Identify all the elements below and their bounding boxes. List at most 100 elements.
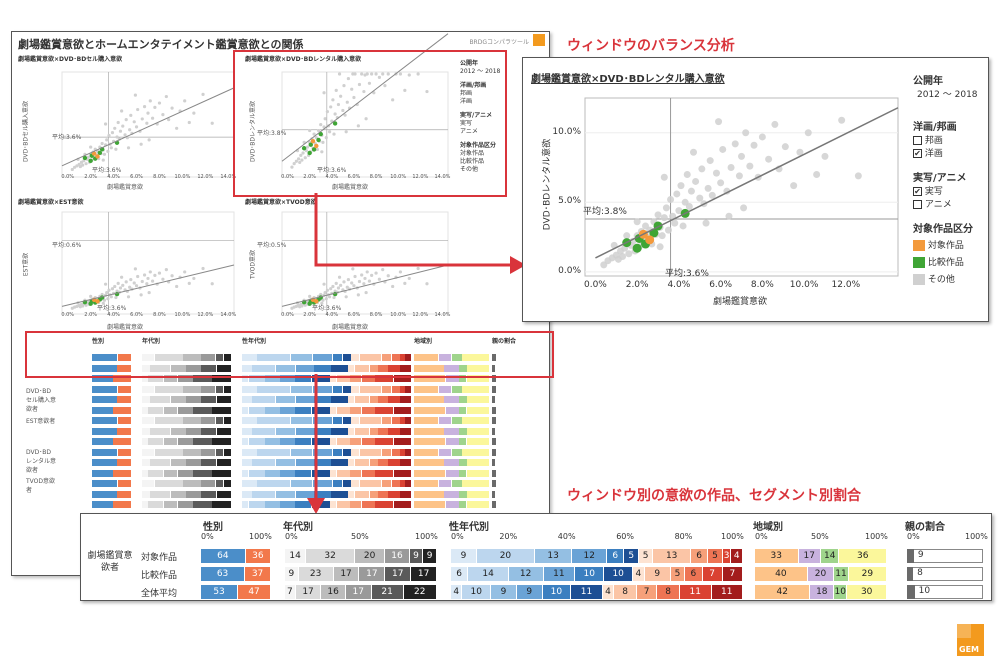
mini-bar-segment	[92, 427, 117, 435]
mini-scatter-point	[305, 145, 310, 149]
mini-bar-segment	[414, 396, 444, 403]
mini-legend-genre-item: 洋画	[460, 98, 473, 105]
mini-legend: 公開年 2012 ～ 2018 洋画/邦画 邦画 洋画 実写/アニメ 実写 アニ…	[460, 60, 500, 174]
mini-scatter-point	[403, 88, 407, 92]
checkbox-checked-icon[interactable]: ✔	[913, 187, 922, 196]
zoom-chart-title: 劇場鑑賞意欲×DVD･BDレンタル購入意欲	[531, 74, 725, 85]
zoom-ylabel: DVD･BDレンタル意欲	[542, 138, 553, 231]
mini-scatter-point	[113, 126, 117, 130]
mini-scatter-point	[121, 124, 125, 128]
mini-bar-segment	[142, 480, 155, 487]
legend-target-item[interactable]: 対象作品	[913, 238, 985, 251]
mini-scatter-point	[102, 152, 107, 156]
mini-bar-segment	[242, 364, 252, 372]
mini-bar-segment	[215, 480, 224, 487]
mini-legend-type-item: アニメ	[460, 128, 478, 135]
legend-target-item[interactable]: その他	[913, 272, 985, 285]
checkbox-checked-icon[interactable]: ✔	[913, 149, 922, 158]
zoom-xlabel: 劇場鑑賞意欲	[713, 297, 768, 307]
mini-bar-segment	[444, 459, 459, 466]
bar-segment: 23	[298, 567, 333, 581]
bar-segment: 30	[847, 585, 886, 599]
mini-bar-segment	[400, 448, 405, 456]
mini-bar-segment	[117, 385, 132, 393]
mini-trend-line	[61, 264, 235, 307]
legend-type-option-live[interactable]: ✔ 実写	[913, 184, 985, 197]
mini-bar-segment	[92, 480, 118, 487]
mini-bar-segment	[183, 354, 201, 361]
mini-scatter-point	[345, 100, 349, 104]
mini-bar-segment	[348, 396, 355, 403]
mini-scatter-point	[416, 266, 420, 271]
mini-bar-segment	[242, 501, 249, 508]
scale-label: 0%	[755, 532, 768, 541]
scatter-point	[746, 162, 754, 170]
mini-bar-segment	[117, 427, 132, 435]
mini-bar-segment	[242, 459, 252, 466]
mini-legend-target-item: その他	[460, 166, 479, 173]
bar-segment: 21	[371, 585, 403, 599]
mini-scatter-point	[398, 270, 403, 274]
legend-genre-option-houga[interactable]: 邦画	[913, 133, 985, 146]
bar-segment: 6	[607, 549, 624, 563]
mini-x-tick: 10.0%	[174, 174, 191, 180]
mini-bar-segment	[362, 501, 375, 508]
mini-bar-segment	[414, 448, 439, 456]
mini-bar-segment	[113, 406, 132, 414]
mini-parent-bar	[492, 406, 496, 414]
mini-bar-segment	[186, 427, 201, 435]
mini-chart-tvod: 劇場鑑賞意欲×TVOD意欲	[245, 197, 317, 206]
mini-bar-segment	[212, 375, 232, 382]
mini-bar-segment	[350, 501, 362, 508]
scale-label: 100%	[415, 532, 438, 541]
mini-bar-segment	[154, 417, 183, 424]
scatter-point	[667, 196, 675, 204]
checkbox-icon[interactable]	[913, 136, 922, 145]
mini-scatter-point	[121, 283, 125, 287]
legend-target-item[interactable]: 比較作品	[913, 255, 985, 268]
mini-scatter-point	[308, 128, 312, 133]
mini-bar-segment	[405, 385, 412, 393]
mini-scatter-point	[105, 138, 109, 142]
legend-type-option-anime[interactable]: アニメ	[913, 197, 985, 210]
bar-segment: 4	[731, 549, 742, 563]
mini-bar-segment	[337, 406, 350, 414]
mini-bar-segment	[170, 459, 186, 466]
legend-year-range: 2012 ～ 2018	[917, 90, 978, 100]
mini-table-header: 性別	[92, 338, 105, 345]
mini-bar-segment	[312, 417, 333, 424]
mini-scatter-point	[332, 295, 336, 300]
mini-bar-segment	[163, 406, 178, 414]
y-tick-label: 10.0%	[552, 126, 581, 137]
mini-avg-label: 平均:0.6%	[52, 242, 82, 249]
mini-bar-segment	[348, 364, 355, 372]
checkbox-icon[interactable]	[913, 200, 922, 209]
mini-x-tick: 12.0%	[412, 312, 429, 318]
mini-bar-segment	[459, 364, 467, 372]
mini-scatter-point	[331, 98, 335, 102]
mini-scatter-point	[140, 117, 144, 121]
mini-x-tick: 0.0%	[61, 174, 75, 180]
mini-bar-segment	[92, 375, 113, 382]
mini-scatter-point	[342, 280, 346, 284]
x-tick-label: 8.0%	[750, 280, 774, 290]
mini-bar-segment	[331, 459, 348, 466]
bar-segment: 42	[755, 585, 810, 599]
mini-bar-segment	[332, 385, 343, 393]
scatter-point	[632, 243, 642, 253]
mini-bar-segment	[359, 417, 382, 424]
parent-bar-fill	[907, 585, 915, 599]
scale-label: 100%	[865, 532, 888, 541]
mini-bar-segment	[400, 480, 405, 487]
mini-xlabel: 劇場鑑賞意欲	[107, 184, 144, 191]
mini-bar-segment	[378, 490, 388, 498]
mini-bar-segment	[142, 459, 150, 466]
mini-bar-segment	[445, 406, 459, 414]
mini-bar-segment	[391, 354, 400, 361]
bar-segment: 9	[409, 549, 423, 563]
mini-scatter-point	[157, 101, 162, 105]
legend-genre-option-youga[interactable]: ✔ 洋画	[913, 146, 985, 159]
bar-segment: 8	[657, 585, 679, 599]
mini-scatter-point	[353, 274, 357, 279]
mini-row-group: EST意欲者	[26, 418, 56, 425]
